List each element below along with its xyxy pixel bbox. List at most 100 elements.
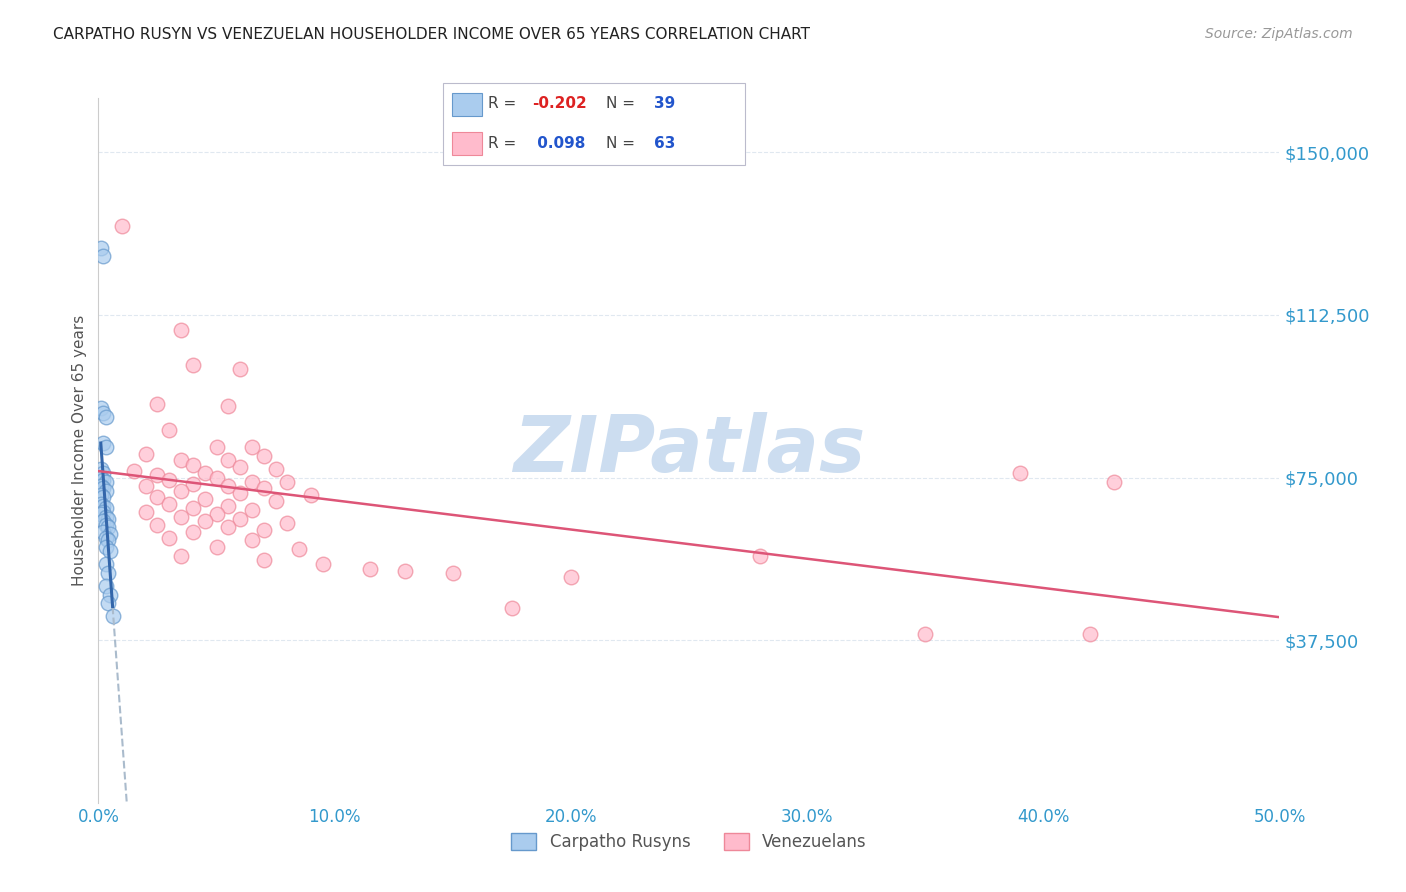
Point — [98, 527, 121, 541]
Point — [217, 499, 239, 513]
Point — [276, 516, 298, 530]
Point — [170, 509, 193, 524]
Point — [194, 514, 217, 528]
Point — [90, 497, 112, 511]
Point — [560, 570, 582, 584]
Point — [205, 470, 228, 484]
Point — [157, 423, 180, 437]
Point — [1008, 467, 1031, 481]
Point — [94, 500, 117, 515]
Point — [98, 544, 121, 558]
Point — [205, 540, 228, 554]
Point — [194, 467, 217, 481]
Point — [170, 549, 193, 563]
Point — [170, 483, 193, 498]
Bar — [451, 132, 482, 155]
Point — [181, 358, 204, 372]
Point — [94, 579, 117, 593]
Point — [170, 323, 193, 337]
Point — [157, 531, 180, 545]
Point — [91, 490, 114, 504]
Point — [229, 459, 252, 474]
Point — [90, 479, 112, 493]
Point — [157, 473, 180, 487]
Point — [91, 514, 114, 528]
Y-axis label: Householder Income Over 65 years: Householder Income Over 65 years — [72, 315, 87, 586]
Point — [748, 549, 770, 563]
Point — [146, 397, 169, 411]
Point — [229, 512, 252, 526]
Point — [240, 503, 263, 517]
Point — [181, 524, 204, 539]
Point — [359, 561, 381, 575]
Point — [394, 564, 416, 578]
Point — [194, 492, 217, 507]
Text: CARPATHO RUSYN VS VENEZUELAN HOUSEHOLDER INCOME OVER 65 YEARS CORRELATION CHART: CARPATHO RUSYN VS VENEZUELAN HOUSEHOLDER… — [53, 27, 810, 42]
Point — [217, 479, 239, 493]
Point — [264, 462, 287, 476]
Legend: Carpatho Rusyns, Venezuelans: Carpatho Rusyns, Venezuelans — [505, 826, 873, 858]
Point — [229, 362, 252, 376]
Point — [94, 558, 117, 572]
Point — [205, 508, 228, 522]
Point — [276, 475, 298, 489]
Point — [1080, 626, 1102, 640]
Point — [288, 542, 311, 557]
Text: N =: N = — [606, 96, 640, 112]
Point — [94, 509, 117, 524]
Text: -0.202: -0.202 — [531, 96, 586, 112]
Point — [91, 482, 114, 496]
Text: Source: ZipAtlas.com: Source: ZipAtlas.com — [1205, 27, 1353, 41]
Point — [181, 458, 204, 472]
Text: 39: 39 — [655, 96, 676, 112]
Point — [299, 488, 322, 502]
Point — [240, 533, 263, 548]
Point — [94, 540, 117, 554]
Point — [94, 483, 117, 498]
Point — [181, 500, 204, 515]
Point — [91, 249, 114, 263]
Text: 0.098: 0.098 — [531, 136, 585, 151]
Point — [90, 401, 112, 416]
Point — [253, 523, 276, 537]
Point — [217, 520, 239, 534]
Point — [217, 399, 239, 413]
Point — [97, 566, 120, 580]
Point — [94, 409, 117, 424]
Point — [146, 468, 169, 483]
Point — [1102, 475, 1125, 489]
Point — [253, 482, 276, 496]
Point — [501, 600, 523, 615]
Point — [181, 477, 204, 491]
Point — [97, 520, 120, 534]
Point — [91, 524, 114, 539]
Point — [97, 533, 120, 548]
Point — [135, 505, 157, 519]
Point — [94, 518, 117, 533]
Text: N =: N = — [606, 136, 640, 151]
Point — [94, 531, 117, 545]
Point — [91, 499, 114, 513]
Point — [94, 440, 117, 454]
Point — [914, 626, 936, 640]
Point — [94, 475, 117, 489]
Text: R =: R = — [488, 136, 522, 151]
Point — [90, 508, 112, 522]
Bar — [451, 93, 482, 116]
Point — [170, 453, 193, 467]
Point — [157, 497, 180, 511]
Point — [91, 467, 114, 481]
Point — [253, 553, 276, 567]
Point — [240, 475, 263, 489]
Text: ZIPatlas: ZIPatlas — [513, 412, 865, 489]
Point — [205, 440, 228, 454]
Point — [229, 485, 252, 500]
Point — [90, 462, 112, 476]
Point — [122, 464, 145, 478]
Text: R =: R = — [488, 96, 522, 112]
Point — [217, 453, 239, 467]
Point — [312, 558, 335, 572]
Point — [146, 490, 169, 504]
Point — [91, 505, 114, 519]
Point — [111, 219, 134, 233]
